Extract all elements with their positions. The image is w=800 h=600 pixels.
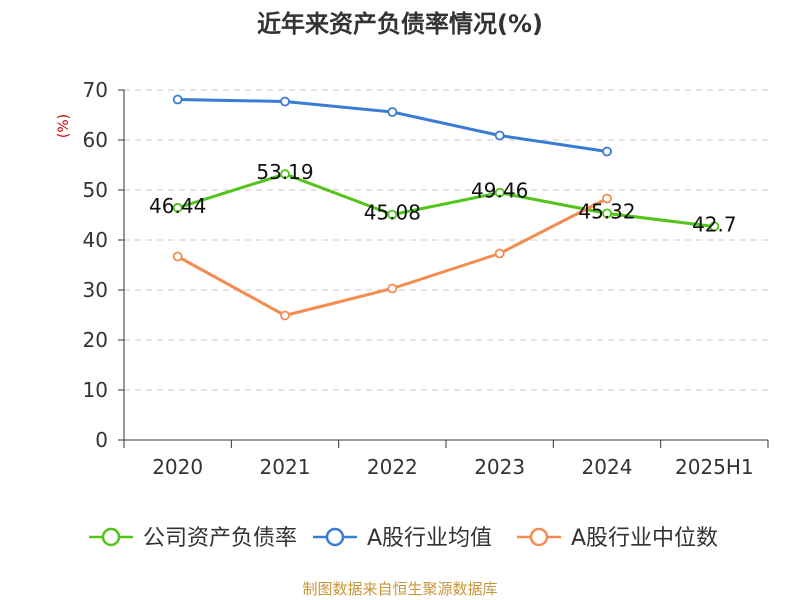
data-point <box>280 310 290 321</box>
y-tick-label: 30 <box>83 278 108 302</box>
source-note: 制图数据来自恒生聚源数据库 <box>302 580 497 598</box>
chart-title: 近年来资产负债率情况(%) <box>257 10 543 38</box>
data-point <box>387 107 398 117</box>
axis-layer: 0 10 20 30 40 50 60 70 2020 2021 2022 2023 2024 2025H… <box>83 78 769 479</box>
legend-marker <box>101 527 121 547</box>
data-point <box>602 193 612 204</box>
x-tick-label: 2023 <box>474 455 525 479</box>
data-point <box>172 251 183 262</box>
x-tick-label: 2022 <box>367 455 418 479</box>
data-label: 49.46 <box>471 179 528 203</box>
data-point <box>602 208 612 219</box>
legend-marker <box>325 527 345 547</box>
data-point <box>494 187 505 198</box>
data-point <box>494 248 505 259</box>
grid-layer <box>124 89 768 391</box>
y-tick-label: 40 <box>83 228 108 252</box>
x-tick-label: 2020 <box>152 455 203 479</box>
data-label-layer: 46.44 53.19 45.08 49.46 45.32 42.7 <box>149 160 737 236</box>
data-label: 46.44 <box>149 194 206 218</box>
data-point <box>494 130 505 141</box>
data-point <box>280 96 290 107</box>
data-point <box>387 283 398 294</box>
y-axis-unit-label: (%) <box>56 114 72 138</box>
legend-label: A股行业中位数 <box>571 526 718 551</box>
y-tick-label: 50 <box>83 178 108 202</box>
series-layer <box>172 94 720 321</box>
legend-label: A股行业均值 <box>367 526 492 551</box>
legend-label: 公司资产负债率 <box>143 526 297 551</box>
data-point <box>280 169 290 179</box>
series-line <box>177 172 715 228</box>
y-tick-label: 20 <box>83 328 108 352</box>
y-tick-label: 10 <box>83 378 108 402</box>
data-label: 45.32 <box>578 199 635 223</box>
x-tick-label: 2021 <box>260 455 311 479</box>
data-label: 42.7 <box>692 213 737 237</box>
y-tick-label: 60 <box>83 128 108 152</box>
data-label: 45.08 <box>364 201 421 225</box>
x-tick-label: 2025H1 <box>675 455 754 479</box>
x-tick-label: 2024 <box>582 455 633 479</box>
data-point <box>172 94 183 105</box>
legend: 公司资产负债率 A股行业均值 A股行业中位数 <box>89 526 718 551</box>
y-tick-label: 0 <box>95 428 108 452</box>
data-point <box>387 209 398 220</box>
data-label: 53.19 <box>256 160 313 184</box>
data-point <box>709 221 720 232</box>
data-point <box>602 146 612 157</box>
y-tick-label: 70 <box>83 78 108 102</box>
legend-marker <box>529 527 549 547</box>
data-point <box>172 202 183 213</box>
